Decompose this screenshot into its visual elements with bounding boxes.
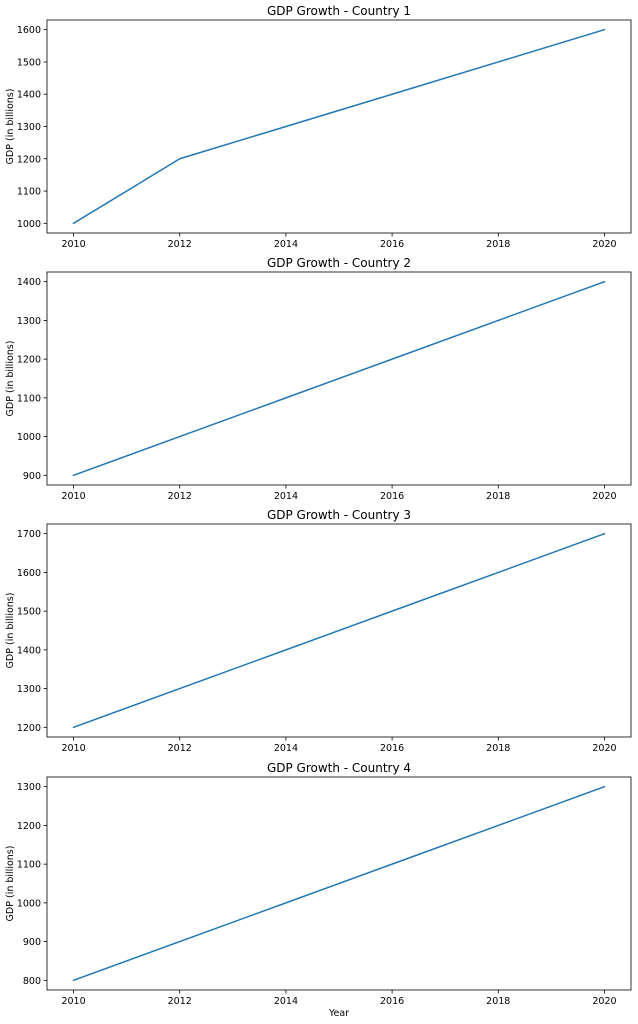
x-tick-label: 2012 xyxy=(168,996,192,1007)
x-tick-label: 2018 xyxy=(486,743,510,754)
y-axis-label: GDP (in billions) xyxy=(5,341,16,417)
y-tick-label: 1100 xyxy=(17,187,41,198)
x-tick-label: 2020 xyxy=(592,491,616,502)
series-line xyxy=(72,532,606,729)
x-tick-label: 2016 xyxy=(380,996,404,1007)
x-tick-label: 2018 xyxy=(486,996,510,1007)
x-tick-label: 2014 xyxy=(274,743,298,754)
y-tick-label: 1500 xyxy=(17,607,41,618)
y-tick-label: 1400 xyxy=(17,277,41,288)
x-tick-label: 2010 xyxy=(61,491,85,502)
y-tick-label: 1300 xyxy=(17,316,41,327)
chart-panel-2: GDP Growth - Country 2 GDP (in billions) 2… xyxy=(5,256,632,502)
chart-panel-3: GDP Growth - Country 3 GDP (in billions) 2… xyxy=(5,508,632,754)
x-tick-label: 2020 xyxy=(592,743,616,754)
y-tick-label: 1400 xyxy=(17,645,41,656)
x-tick-label: 2010 xyxy=(61,996,85,1007)
x-tick-label: 2014 xyxy=(274,491,298,502)
y-tick-label: 800 xyxy=(23,976,41,987)
x-tick-label: 2020 xyxy=(592,239,616,250)
series-line xyxy=(72,785,606,982)
chart-title: GDP Growth - Country 1 xyxy=(267,4,411,18)
x-tick-label: 2018 xyxy=(486,491,510,502)
y-tick-label: 1300 xyxy=(17,782,41,793)
x-tick-label: 2016 xyxy=(380,743,404,754)
x-axis-label: Year xyxy=(328,1008,349,1019)
y-tick-label: 1000 xyxy=(17,432,41,443)
y-axis-label: GDP (in billions) xyxy=(5,846,16,922)
plot-frame xyxy=(46,19,632,234)
chart-title: GDP Growth - Country 2 xyxy=(267,256,411,270)
y-tick-label: 1200 xyxy=(17,154,41,165)
plot-frame xyxy=(46,523,632,738)
x-tick-label: 2010 xyxy=(61,743,85,754)
x-tick-label: 2012 xyxy=(168,491,192,502)
chart-title: GDP Growth - Country 3 xyxy=(267,508,411,522)
x-tick-label: 2012 xyxy=(168,239,192,250)
x-tick-label: 2010 xyxy=(61,239,85,250)
series-line xyxy=(72,28,606,225)
y-axis-label: GDP (in billions) xyxy=(5,593,16,669)
y-tick-label: 1300 xyxy=(17,122,41,133)
y-tick-label: 1700 xyxy=(17,529,41,540)
y-tick-label: 1200 xyxy=(17,723,41,734)
chart-title: GDP Growth - Country 4 xyxy=(267,761,411,775)
chart-panel-1: GDP Growth - Country 1 GDP (in billions) 2… xyxy=(5,4,632,250)
y-tick-label: 1600 xyxy=(17,568,41,579)
y-tick-label: 1600 xyxy=(17,25,41,36)
y-tick-label: 1100 xyxy=(17,860,41,871)
x-tick-label: 2020 xyxy=(592,996,616,1007)
y-tick-label: 1200 xyxy=(17,355,41,366)
x-tick-label: 2018 xyxy=(486,239,510,250)
x-tick-label: 2016 xyxy=(380,239,404,250)
y-tick-label: 900 xyxy=(23,471,41,482)
x-tick-label: 2014 xyxy=(274,239,298,250)
y-tick-label: 1000 xyxy=(17,898,41,909)
y-tick-label: 1100 xyxy=(17,393,41,404)
y-tick-label: 900 xyxy=(23,937,41,948)
y-tick-label: 1300 xyxy=(17,684,41,695)
series-line xyxy=(72,280,606,477)
y-tick-label: 1500 xyxy=(17,57,41,68)
y-tick-label: 1400 xyxy=(17,90,41,101)
x-tick-label: 2016 xyxy=(380,491,404,502)
plot-frame xyxy=(46,271,632,486)
y-tick-label: 1000 xyxy=(17,219,41,230)
plot-frame xyxy=(46,776,632,991)
x-tick-label: 2014 xyxy=(274,996,298,1007)
y-tick-label: 1200 xyxy=(17,821,41,832)
chart-panel-4: GDP Growth - Country 4 GDP (in billions) Y… xyxy=(5,761,632,1019)
x-tick-label: 2012 xyxy=(168,743,192,754)
y-axis-label: GDP (in billions) xyxy=(5,89,16,165)
